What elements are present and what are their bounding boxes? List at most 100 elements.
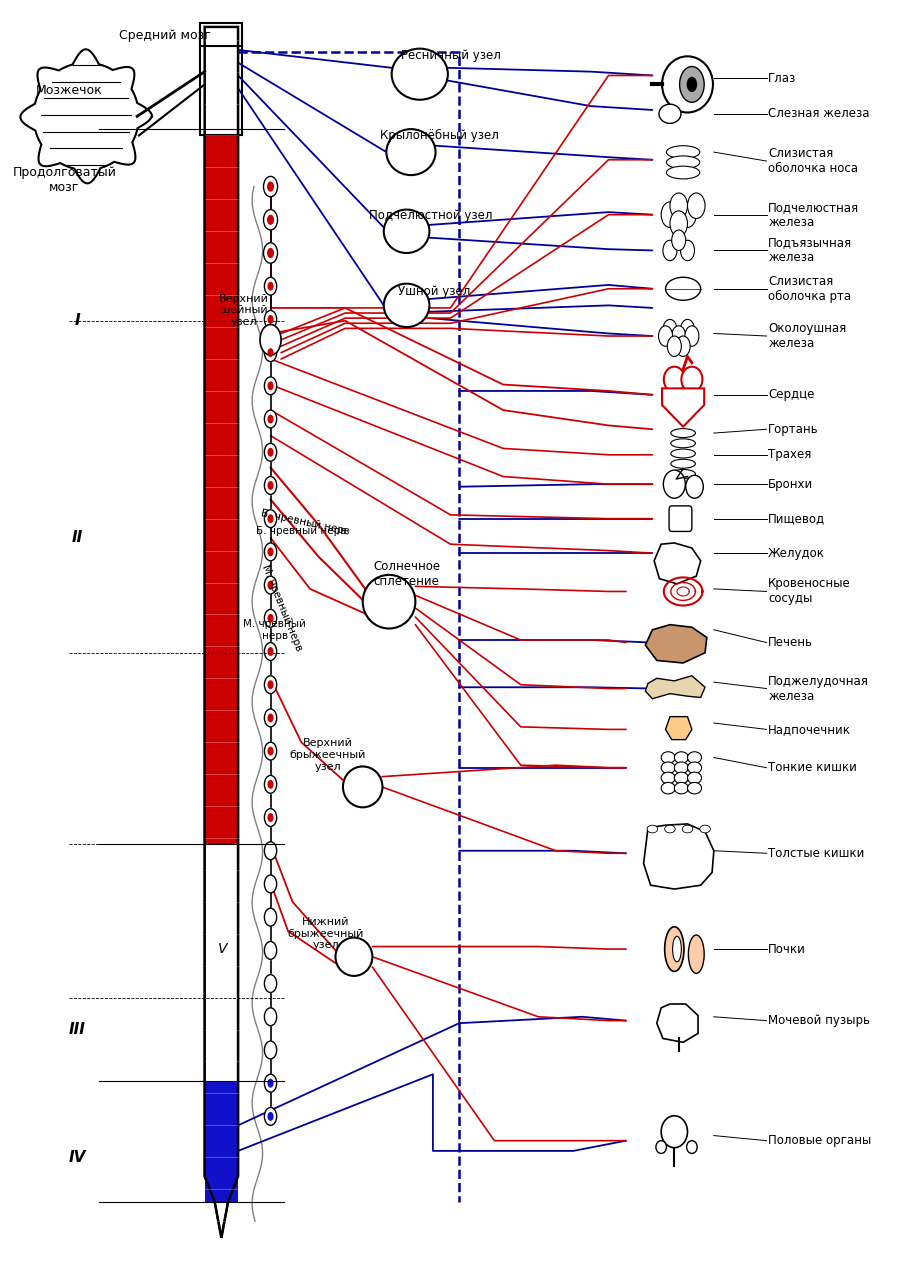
Circle shape xyxy=(670,211,688,237)
Text: Почки: Почки xyxy=(769,942,806,956)
Text: Половые органы: Половые органы xyxy=(769,1134,872,1147)
Circle shape xyxy=(268,315,274,324)
Ellipse shape xyxy=(665,927,684,972)
Polygon shape xyxy=(665,717,691,740)
Text: Пищевод: Пищевод xyxy=(769,512,825,525)
Circle shape xyxy=(264,576,277,594)
Circle shape xyxy=(685,326,699,346)
Circle shape xyxy=(264,842,277,860)
Text: Поджелудочная
железа: Поджелудочная железа xyxy=(769,675,869,703)
Circle shape xyxy=(264,476,277,494)
Ellipse shape xyxy=(666,146,700,159)
Polygon shape xyxy=(662,388,704,426)
Circle shape xyxy=(264,676,277,694)
Circle shape xyxy=(670,193,688,219)
Text: Бронхи: Бронхи xyxy=(769,477,814,490)
Circle shape xyxy=(264,443,277,461)
Polygon shape xyxy=(646,676,705,699)
Ellipse shape xyxy=(671,460,695,468)
Circle shape xyxy=(672,230,686,251)
Text: Крылонёбный узел: Крылонёбный узел xyxy=(380,129,498,142)
Polygon shape xyxy=(205,27,238,1238)
Circle shape xyxy=(267,215,274,225)
Circle shape xyxy=(268,348,274,357)
Ellipse shape xyxy=(682,366,702,392)
Ellipse shape xyxy=(671,449,695,458)
Circle shape xyxy=(267,248,274,259)
Text: Б. чревный нерв: Б. чревный нерв xyxy=(260,508,351,536)
Text: Ресничный узел: Ресничный узел xyxy=(401,49,500,61)
Circle shape xyxy=(264,1107,277,1125)
Ellipse shape xyxy=(688,772,701,783)
Circle shape xyxy=(267,182,274,192)
Ellipse shape xyxy=(671,429,695,438)
Ellipse shape xyxy=(666,166,700,179)
Text: III: III xyxy=(69,1021,86,1037)
Circle shape xyxy=(264,909,277,927)
Circle shape xyxy=(264,941,277,959)
Ellipse shape xyxy=(383,284,429,328)
Ellipse shape xyxy=(674,751,689,763)
Circle shape xyxy=(268,581,274,590)
Circle shape xyxy=(264,311,277,329)
Ellipse shape xyxy=(386,129,436,175)
FancyBboxPatch shape xyxy=(205,129,238,845)
Text: Гортань: Гортань xyxy=(769,422,819,435)
FancyBboxPatch shape xyxy=(205,32,238,129)
Text: Подъязычная
железа: Подъязычная железа xyxy=(769,237,852,265)
Polygon shape xyxy=(646,625,707,663)
Ellipse shape xyxy=(662,56,713,113)
Ellipse shape xyxy=(682,826,692,833)
Circle shape xyxy=(687,77,697,92)
Ellipse shape xyxy=(671,439,695,448)
Ellipse shape xyxy=(664,366,685,392)
Ellipse shape xyxy=(656,1140,666,1153)
Circle shape xyxy=(264,876,277,893)
Circle shape xyxy=(264,974,277,992)
Text: Солнечное
сплетение: Солнечное сплетение xyxy=(373,559,440,588)
Circle shape xyxy=(268,1112,274,1121)
Ellipse shape xyxy=(343,767,383,808)
Circle shape xyxy=(688,193,705,219)
Circle shape xyxy=(680,67,704,102)
Ellipse shape xyxy=(671,470,695,479)
Circle shape xyxy=(264,609,277,627)
Circle shape xyxy=(268,1079,274,1088)
Ellipse shape xyxy=(661,751,675,763)
Ellipse shape xyxy=(674,782,689,794)
Circle shape xyxy=(681,320,694,340)
Ellipse shape xyxy=(363,575,416,628)
Ellipse shape xyxy=(661,782,675,794)
Polygon shape xyxy=(21,50,152,183)
Text: Нижний
брыжеечный
узел: Нижний брыжеечный узел xyxy=(287,918,364,950)
Text: Слезная железа: Слезная железа xyxy=(769,108,870,120)
Text: Мозжечок: Мозжечок xyxy=(35,84,102,97)
Circle shape xyxy=(667,337,682,356)
Ellipse shape xyxy=(673,936,682,961)
Circle shape xyxy=(268,680,274,689)
Circle shape xyxy=(264,776,277,794)
Circle shape xyxy=(268,713,274,722)
Circle shape xyxy=(263,243,277,264)
Polygon shape xyxy=(200,27,242,136)
Ellipse shape xyxy=(647,826,657,833)
Circle shape xyxy=(268,548,274,557)
Circle shape xyxy=(672,326,686,346)
Circle shape xyxy=(264,543,277,561)
Text: Мочевой пузырь: Мочевой пузырь xyxy=(769,1014,870,1027)
Ellipse shape xyxy=(661,762,675,773)
Circle shape xyxy=(268,415,274,424)
Circle shape xyxy=(264,1007,277,1025)
Circle shape xyxy=(676,337,691,356)
Circle shape xyxy=(264,410,277,428)
Ellipse shape xyxy=(666,156,700,169)
Text: Тонкие кишки: Тонкие кишки xyxy=(769,762,857,774)
Text: Ушной узел: Ушной узел xyxy=(399,285,471,298)
FancyBboxPatch shape xyxy=(200,23,242,46)
Circle shape xyxy=(268,614,274,623)
Text: Верхний
шейный
узел: Верхний шейный узел xyxy=(219,294,269,328)
Text: Глаз: Глаз xyxy=(769,72,797,84)
Ellipse shape xyxy=(664,470,685,498)
Text: Околоушная
железа: Околоушная железа xyxy=(769,323,847,349)
Ellipse shape xyxy=(392,49,448,100)
